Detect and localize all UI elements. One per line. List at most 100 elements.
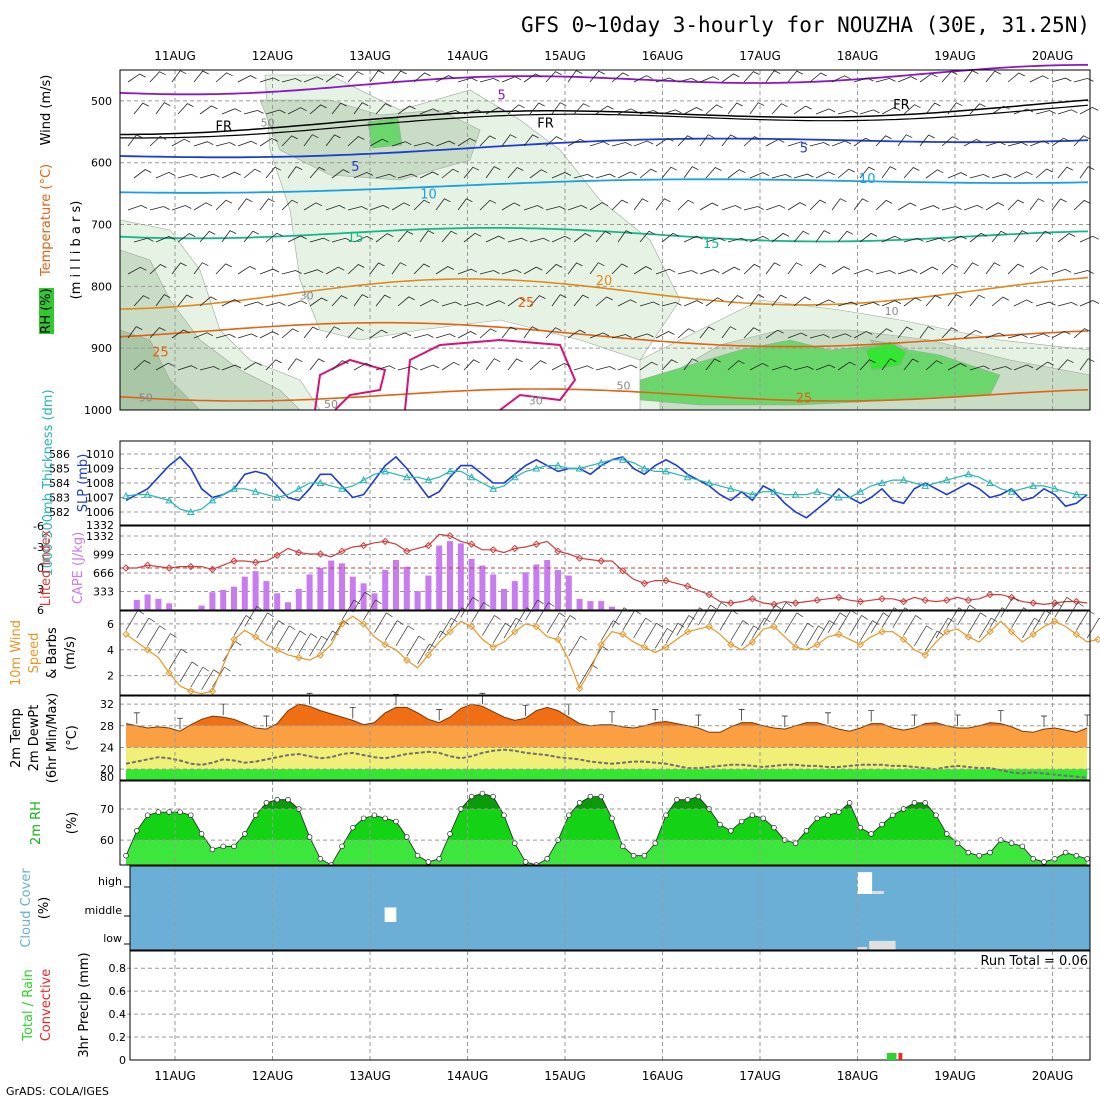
wind10-barb	[806, 625, 825, 646]
wind-axis-label: Wind (m/s)	[39, 75, 54, 146]
wind-barb	[1007, 72, 1025, 83]
wind10-marker	[727, 640, 735, 649]
rh-marker	[1030, 856, 1036, 862]
thickness-marker	[1029, 481, 1038, 489]
thickness-marker	[510, 473, 519, 481]
top-date-label: 12AUG	[252, 49, 294, 63]
wind10-barb	[730, 620, 749, 641]
rh-contour-label: 50	[261, 117, 275, 130]
wind-barb	[265, 109, 286, 115]
wind-barb	[947, 172, 968, 179]
wind-barb	[171, 70, 187, 83]
thickness-marker	[294, 484, 303, 492]
cape-tick-label: 666	[93, 567, 114, 580]
contour-label: 15	[703, 237, 720, 252]
wind-barb	[369, 138, 389, 147]
wind-barb	[617, 299, 637, 307]
rh-marker	[501, 812, 507, 818]
rh-marker	[944, 831, 950, 837]
wind10-marker	[554, 635, 562, 644]
wind-barb	[545, 136, 563, 147]
rh-marker	[360, 815, 367, 822]
lifted-marker	[424, 541, 433, 550]
wind-barb	[457, 137, 476, 147]
wind-barb	[331, 102, 347, 115]
thickness-marker	[683, 473, 692, 481]
precip-tick-label: 0.2	[109, 1031, 127, 1044]
wind10-barb	[276, 625, 296, 646]
wind-barb	[391, 332, 412, 339]
wind-barb	[925, 360, 943, 371]
rh-marker	[695, 793, 702, 800]
wind-barb	[633, 333, 654, 339]
bottom-date-axis: 11AUG 12AUG 13AUG 14AUG 15AUG 16AUG 17AUG 18AUG…	[154, 1069, 1073, 1083]
wind-barb	[353, 235, 373, 243]
thickness-marker	[705, 478, 714, 486]
contour-label: FR	[893, 98, 910, 113]
precip-tick-label: 0	[119, 1054, 126, 1067]
rh-marker	[684, 796, 691, 803]
isotherm-30-b	[404, 338, 577, 411]
wind-barb	[435, 266, 454, 275]
rh-marker	[641, 852, 648, 859]
wind-barb	[287, 358, 303, 371]
wind-barb	[529, 237, 550, 243]
wind-barb	[545, 206, 566, 211]
wind-barb	[375, 103, 392, 115]
wind-barb	[705, 237, 726, 243]
wind-barb	[353, 171, 373, 179]
rh-marker	[803, 828, 810, 834]
thickness-marker	[1072, 490, 1081, 498]
cape-bar	[349, 576, 356, 610]
thickness-marker	[986, 478, 994, 486]
slp-tick-label: 1008	[86, 477, 114, 490]
cape-frame	[119, 525, 1091, 611]
rh-marker	[836, 809, 842, 815]
wind-barb	[925, 102, 941, 115]
contour-label: 20	[596, 274, 613, 289]
precip-panel: 0 0.2 0.4 0.6 0.8 Run Total = 0.06 Total / Rai…	[21, 950, 1091, 1067]
wind10-axis-label: 10m Wind	[9, 620, 24, 686]
wind10-marker	[770, 622, 778, 631]
wind-barb	[419, 171, 439, 179]
wind-barb	[419, 230, 435, 243]
wind-barb	[765, 70, 781, 83]
thickness-marker	[338, 484, 346, 492]
cape-bar	[328, 560, 335, 610]
wind-barb	[925, 169, 944, 179]
isotherm-10	[119, 178, 1089, 194]
wind-barb	[265, 359, 282, 371]
cape-bar	[274, 593, 281, 610]
wind-barb	[661, 109, 682, 115]
wind10-marker	[165, 669, 173, 677]
wind-barb	[639, 110, 660, 115]
lifted-marker	[878, 595, 886, 603]
wind-barb	[397, 105, 416, 115]
wind-barb	[133, 295, 150, 307]
wind-barb	[941, 327, 958, 339]
cape-bar	[479, 565, 486, 610]
wind-barb	[699, 134, 715, 147]
wind-barb	[787, 70, 803, 83]
cape-bar	[263, 581, 270, 610]
lifted-marker	[251, 558, 260, 567]
wind-barb	[765, 262, 781, 275]
rh-marker	[1019, 843, 1026, 850]
lifted-marker	[316, 550, 325, 558]
wind-barb	[149, 71, 166, 83]
wind-barb	[749, 362, 769, 371]
thickness-marker	[597, 458, 606, 466]
contour-label: 5	[351, 160, 359, 175]
top-date-label: 17AUG	[739, 49, 781, 63]
wind10-marker	[532, 622, 541, 631]
wind-barb	[397, 173, 418, 179]
wind10-barb	[244, 606, 263, 627]
wind-barb	[969, 294, 986, 307]
rh-marker	[177, 809, 183, 815]
wind10-barb	[233, 615, 253, 636]
wind-barb	[375, 233, 394, 243]
rh-marker	[652, 840, 658, 846]
wind-barb	[1079, 166, 1095, 179]
wind-tick-label: 6	[107, 618, 114, 631]
